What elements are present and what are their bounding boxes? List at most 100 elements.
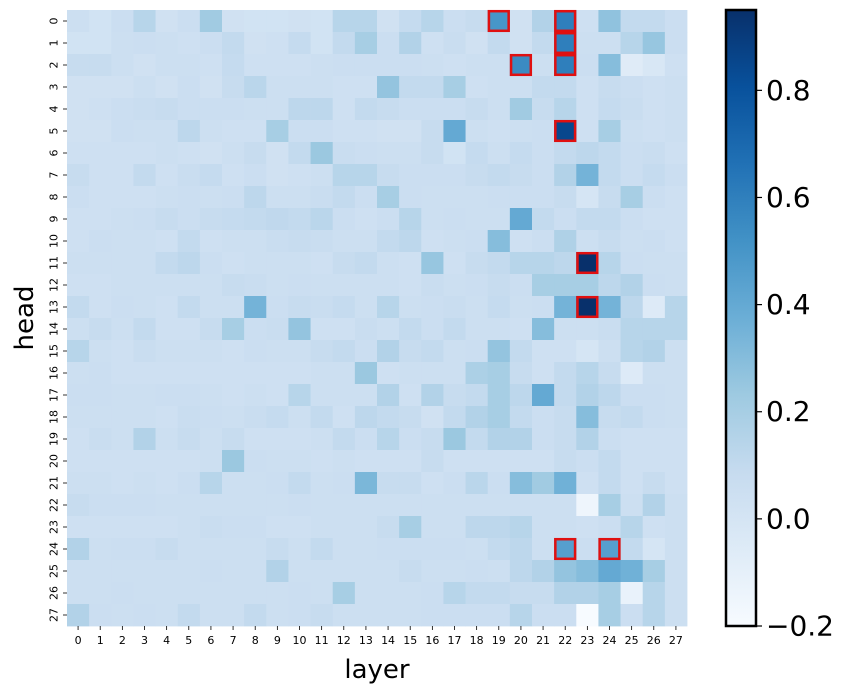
- heatmap-cell: [377, 450, 400, 473]
- heatmap-cell: [111, 32, 134, 55]
- heatmap-cell: [620, 582, 644, 605]
- heatmap-cell: [332, 120, 356, 143]
- x-tick-label: 12: [337, 634, 351, 647]
- heatmap-cell: [89, 472, 112, 495]
- heatmap-cell: [576, 54, 599, 77]
- heatmap-cell: [642, 362, 666, 385]
- heatmap-cell: [310, 604, 334, 627]
- heatmap-cell: [576, 208, 599, 231]
- y-axis-label: head: [10, 286, 40, 351]
- heatmap-cell: [288, 582, 311, 605]
- heatmap-cell: [399, 450, 422, 473]
- x-tick-label: 23: [580, 634, 594, 647]
- heatmap-cell: [532, 208, 555, 231]
- heatmap-cell: [598, 54, 621, 77]
- heatmap-cell: [532, 560, 555, 583]
- heatmap-cell: [67, 384, 90, 407]
- heatmap-cell: [620, 362, 644, 385]
- heatmap-cell: [133, 230, 156, 253]
- heatmap-cell: [67, 516, 90, 539]
- heatmap-cell: [509, 252, 533, 275]
- heatmap-cell: [288, 472, 311, 495]
- heatmap-cell: [465, 538, 489, 561]
- heatmap-cell: [532, 318, 555, 341]
- heatmap-cell: [222, 230, 245, 253]
- heatmap-cell: [111, 494, 134, 517]
- heatmap-cell: [67, 230, 90, 253]
- heatmap-cell: [310, 384, 334, 407]
- x-tick-label: 21: [536, 634, 550, 647]
- heatmap-cell: [487, 296, 511, 319]
- heatmap-cell: [465, 560, 489, 583]
- heatmap-cell: [354, 494, 378, 517]
- heatmap-cell: [155, 120, 179, 143]
- heatmap-cell: [332, 450, 356, 473]
- heatmap-cell: [266, 164, 289, 187]
- heatmap-cell: [465, 230, 489, 253]
- heatmap-cell: [509, 604, 533, 627]
- heatmap-cell: [89, 516, 112, 539]
- heatmap-cell: [664, 538, 688, 561]
- heatmap-cell: [377, 472, 400, 495]
- heatmap-cell: [642, 296, 666, 319]
- heatmap-cell: [244, 472, 267, 495]
- heatmap-cell: [509, 120, 533, 143]
- heatmap-cell: [509, 384, 533, 407]
- heatmap-cell: [155, 340, 179, 363]
- heatmap-cell: [532, 230, 555, 253]
- heatmap-cell: [266, 252, 289, 275]
- y-tick-label: 17: [48, 388, 61, 402]
- heatmap-cell: [664, 186, 688, 209]
- heatmap-cell: [487, 582, 511, 605]
- heatmap-cell: [288, 186, 311, 209]
- heatmap-cell: [399, 142, 422, 165]
- heatmap-cell: [89, 142, 112, 165]
- heatmap-cell: [664, 142, 688, 165]
- heatmap-cell: [67, 274, 90, 297]
- heatmap-cell: [443, 384, 466, 407]
- heatmap-cell: [244, 560, 267, 583]
- heatmap-cell: [354, 120, 378, 143]
- heatmap-cell: [111, 274, 134, 297]
- heatmap-cell: [509, 164, 533, 187]
- heatmap-cell: [199, 230, 223, 253]
- heatmap-cell: [332, 362, 356, 385]
- heatmap-cell: [554, 362, 577, 385]
- heatmap-cell: [266, 582, 289, 605]
- heatmap-cell: [532, 494, 555, 517]
- heatmap-cell: [576, 10, 599, 33]
- y-tick-label: 8: [48, 194, 61, 201]
- heatmap-cell: [244, 186, 267, 209]
- heatmap-cell: [67, 54, 90, 77]
- heatmap-cell: [509, 208, 533, 231]
- x-tick-label: 27: [669, 634, 683, 647]
- heatmap-cells: [67, 10, 688, 627]
- heatmap-cell: [354, 76, 378, 99]
- heatmap-cell: [487, 362, 511, 385]
- heatmap-cell: [620, 384, 644, 407]
- heatmap-cell: [598, 142, 621, 165]
- heatmap-cell: [509, 582, 533, 605]
- heatmap-cell: [620, 406, 644, 429]
- heatmap-cell: [465, 164, 489, 187]
- heatmap-cell: [177, 76, 201, 99]
- heatmap-cell: [465, 142, 489, 165]
- heatmap-cell: [288, 274, 311, 297]
- heatmap-cell: [443, 318, 466, 341]
- heatmap-cell: [576, 32, 599, 55]
- heatmap-cell: [354, 472, 378, 495]
- heatmap-cell: [664, 318, 688, 341]
- heatmap-cell: [133, 142, 156, 165]
- heatmap-cell: [598, 186, 621, 209]
- heatmap-cell: [465, 186, 489, 209]
- heatmap-cell: [642, 98, 666, 121]
- heatmap-cell: [421, 582, 444, 605]
- heatmap-cell: [377, 54, 400, 77]
- heatmap-cell: [266, 406, 289, 429]
- heatmap-cell: [244, 76, 267, 99]
- highlight-box: [576, 251, 599, 275]
- heatmap-cell: [487, 120, 511, 143]
- heatmap-cell: [199, 362, 223, 385]
- heatmap-cell: [465, 406, 489, 429]
- heatmap-cell: [443, 10, 466, 33]
